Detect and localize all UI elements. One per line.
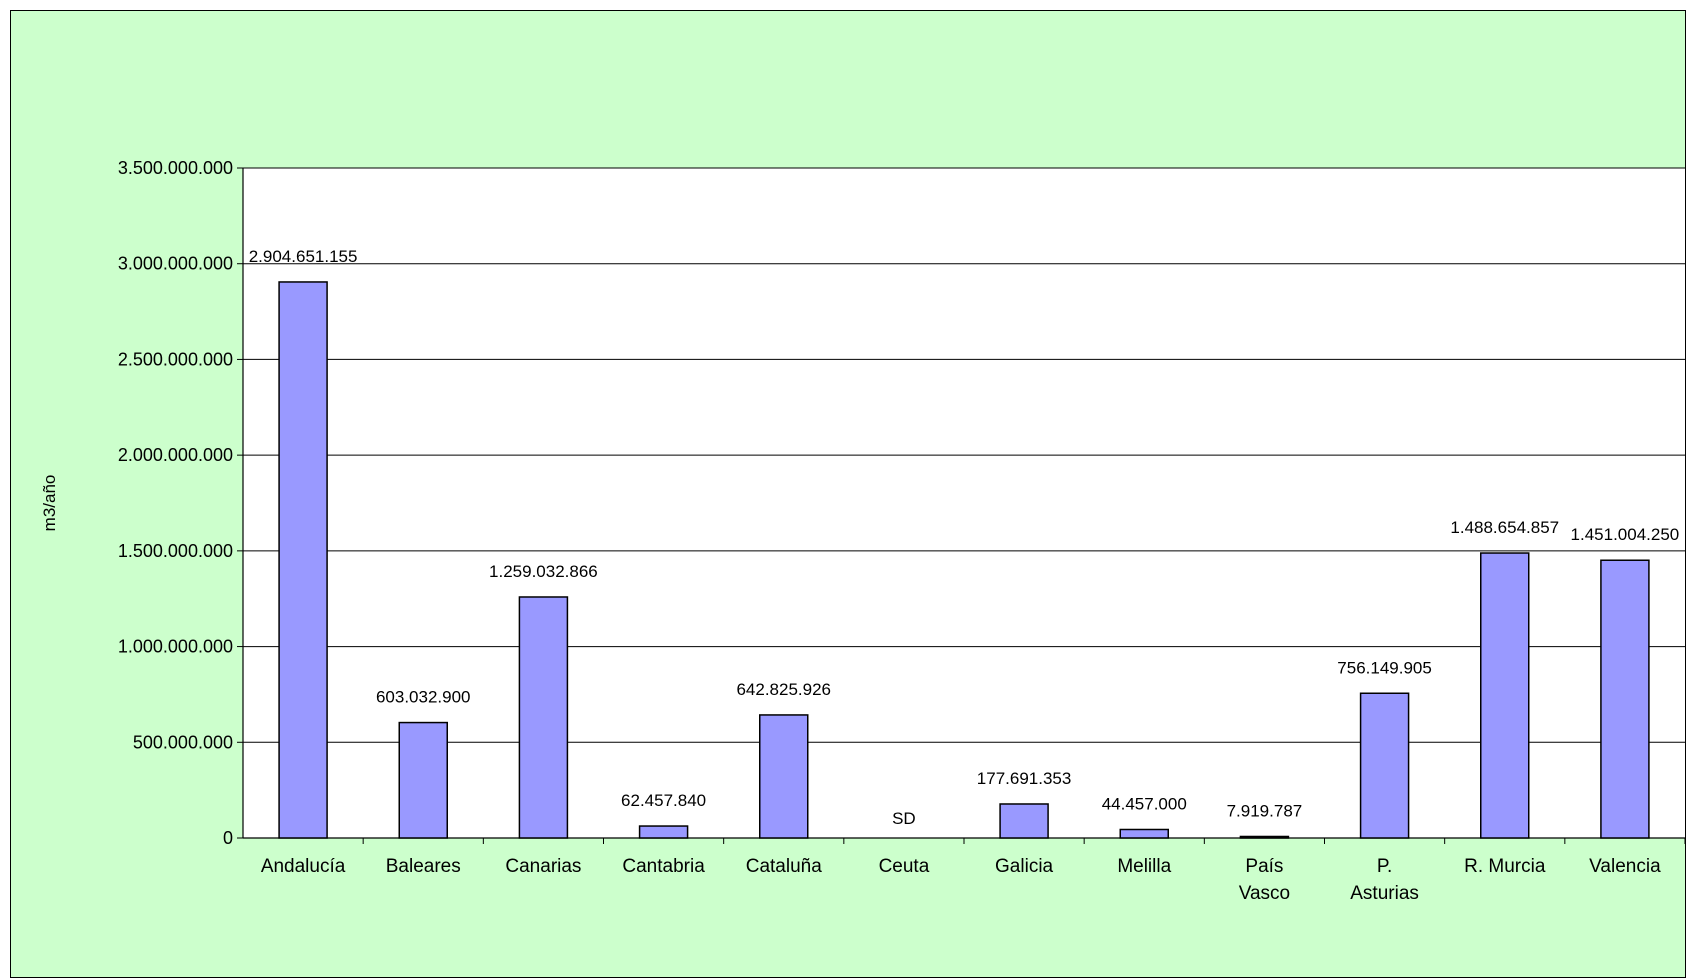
y-tick-label: 3.000.000.000 bbox=[118, 254, 233, 274]
bar bbox=[1359, 692, 1410, 839]
x-tick-label: P. bbox=[1377, 856, 1393, 877]
x-tick-label: Asturias bbox=[1350, 883, 1419, 904]
y-tick-label: 2.000.000.000 bbox=[118, 445, 233, 465]
x-tick-label: Galicia bbox=[995, 856, 1054, 877]
bar bbox=[398, 721, 448, 839]
bar bbox=[278, 281, 328, 839]
data-label: 1.259.032.866 bbox=[489, 562, 598, 581]
bar bbox=[1119, 828, 1169, 839]
y-tick-label: 1.500.000.000 bbox=[118, 541, 233, 561]
bar bbox=[638, 825, 689, 839]
bar bbox=[1600, 559, 1650, 839]
data-label: 177.691.353 bbox=[977, 769, 1072, 788]
x-tick-label: Baleares bbox=[386, 856, 461, 877]
data-label: 1.451.004.250 bbox=[1571, 525, 1680, 544]
bar bbox=[999, 803, 1049, 839]
bar-chart: 0 500.000.000 1.000.000.000 1.500.000.000 2.… bbox=[11, 11, 1685, 977]
x-tick-label: Ceuta bbox=[879, 856, 930, 877]
x-tick-label: Vasco bbox=[1239, 883, 1290, 904]
y-tick-label: 3.500.000.000 bbox=[118, 158, 233, 178]
data-label: 642.825.926 bbox=[736, 680, 831, 699]
bar bbox=[1239, 835, 1290, 839]
data-label: 44.457.000 bbox=[1102, 794, 1187, 813]
y-tick-label: 1.000.000.000 bbox=[118, 637, 233, 657]
y-tick-label: 0 bbox=[223, 828, 233, 848]
y-tick-label: 500.000.000 bbox=[133, 732, 233, 752]
y-tick-label: 2.500.000.000 bbox=[118, 349, 233, 369]
data-label: 62.457.840 bbox=[621, 791, 706, 810]
bar bbox=[759, 714, 809, 839]
x-tick-label: R. Murcia bbox=[1464, 856, 1546, 877]
y-axis-title: m3/año bbox=[40, 475, 59, 532]
x-tick-label: Valencia bbox=[1589, 856, 1661, 877]
bar bbox=[1480, 552, 1530, 839]
data-label: 756.149.905 bbox=[1337, 658, 1432, 677]
data-label: 2.904.651.155 bbox=[249, 247, 358, 266]
data-label: 603.032.900 bbox=[376, 688, 471, 707]
x-tick-label: Melilla bbox=[1117, 856, 1171, 877]
x-tick-label: Andalucía bbox=[261, 856, 346, 877]
x-tick-label: Canarias bbox=[505, 856, 581, 877]
data-label: SD bbox=[892, 809, 916, 828]
x-tick-label: País bbox=[1245, 856, 1283, 877]
x-tick-label: Cataluña bbox=[746, 856, 822, 877]
data-label: 7.919.787 bbox=[1227, 801, 1303, 820]
data-label: 1.488.654.857 bbox=[1450, 518, 1559, 537]
x-tick-label: Cantabria bbox=[622, 856, 705, 877]
plot-area bbox=[243, 168, 1685, 838]
bar bbox=[518, 596, 569, 839]
chart-area: 0 500.000.000 1.000.000.000 1.500.000.000 2.… bbox=[10, 10, 1686, 978]
